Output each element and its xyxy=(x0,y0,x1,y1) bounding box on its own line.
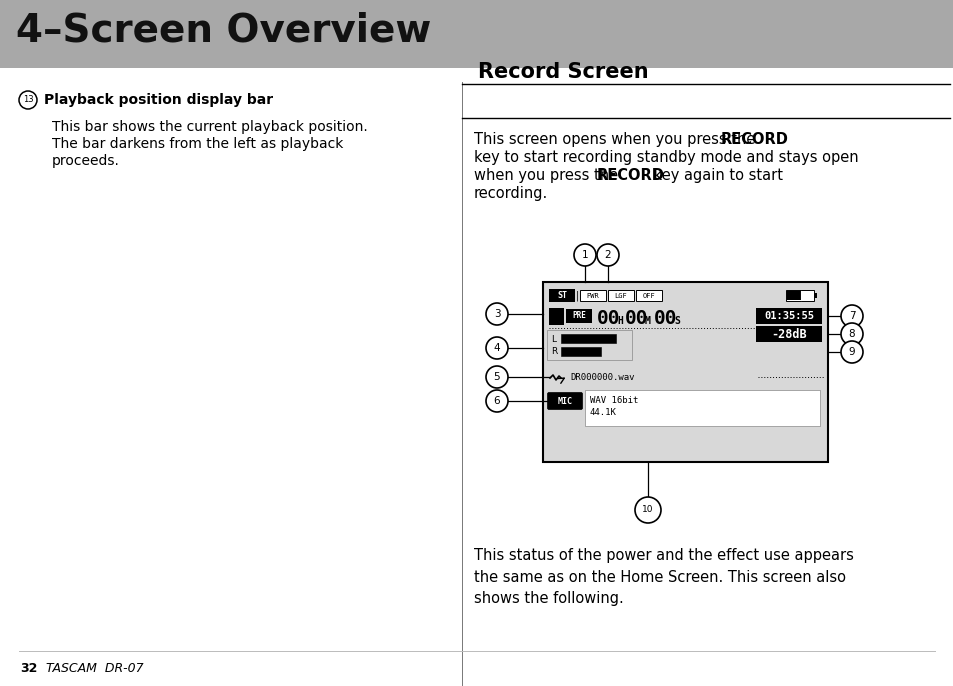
Bar xyxy=(560,347,600,356)
Text: This bar shows the current playback position.: This bar shows the current playback posi… xyxy=(52,120,367,134)
Text: key to start recording standby mode and stays open: key to start recording standby mode and … xyxy=(474,150,858,165)
Circle shape xyxy=(635,497,660,523)
Text: M: M xyxy=(644,316,650,326)
Text: 32: 32 xyxy=(20,661,37,674)
Bar xyxy=(785,290,813,301)
Text: PWR: PWR xyxy=(586,292,598,298)
Bar xyxy=(755,326,821,342)
Circle shape xyxy=(485,390,507,412)
Text: The bar darkens from the left as playback: The bar darkens from the left as playbac… xyxy=(52,137,343,151)
Bar xyxy=(755,308,821,324)
Bar xyxy=(813,293,816,298)
Text: 1: 1 xyxy=(581,250,588,260)
Text: 4: 4 xyxy=(493,343,499,353)
Text: 3: 3 xyxy=(493,309,499,319)
Text: TASCAM  DR-07: TASCAM DR-07 xyxy=(46,661,144,674)
Text: key again to start: key again to start xyxy=(648,168,782,183)
Text: 13: 13 xyxy=(23,95,33,104)
Circle shape xyxy=(597,244,618,266)
Text: |: | xyxy=(575,290,578,300)
Text: 01:35:55: 01:35:55 xyxy=(763,311,813,321)
Text: LGF: LGF xyxy=(614,292,627,298)
Text: 4–Screen Overview: 4–Screen Overview xyxy=(16,12,431,50)
Text: H: H xyxy=(617,316,622,326)
Circle shape xyxy=(841,305,862,327)
Text: 00: 00 xyxy=(597,309,619,328)
Text: OFF: OFF xyxy=(642,292,655,298)
Circle shape xyxy=(485,366,507,388)
Bar xyxy=(565,309,592,323)
Text: PRE: PRE xyxy=(572,311,585,320)
Text: ST: ST xyxy=(557,291,566,300)
Text: 00: 00 xyxy=(654,309,677,328)
Bar xyxy=(0,0,953,68)
Text: 7: 7 xyxy=(848,311,855,321)
Text: recording.: recording. xyxy=(474,186,548,201)
Text: RECORD: RECORD xyxy=(720,132,788,147)
Circle shape xyxy=(841,341,862,363)
Text: 00: 00 xyxy=(624,309,648,328)
Text: 9: 9 xyxy=(848,347,855,357)
Text: This status of the power and the effect use appears
the same as on the Home Scre: This status of the power and the effect … xyxy=(474,548,853,606)
Bar xyxy=(548,308,563,325)
Text: 2: 2 xyxy=(604,250,611,260)
Text: Playback position display bar: Playback position display bar xyxy=(44,93,273,107)
Text: DR000000.wav: DR000000.wav xyxy=(569,372,634,381)
FancyBboxPatch shape xyxy=(547,392,582,410)
Text: -28dB: -28dB xyxy=(770,327,806,340)
Text: 10: 10 xyxy=(641,506,653,514)
Text: This screen opens when you press the: This screen opens when you press the xyxy=(474,132,760,147)
Bar xyxy=(560,334,616,343)
Text: RECORD: RECORD xyxy=(597,168,664,183)
Text: R: R xyxy=(551,348,557,357)
Text: Record Screen: Record Screen xyxy=(477,62,648,82)
Bar xyxy=(607,290,634,301)
Text: WAV 16bit: WAV 16bit xyxy=(589,396,638,405)
Text: MIC: MIC xyxy=(557,397,572,405)
Bar xyxy=(786,291,801,300)
Text: proceeds.: proceeds. xyxy=(52,154,120,168)
Bar xyxy=(546,330,631,360)
Text: 5: 5 xyxy=(493,372,499,382)
Text: L: L xyxy=(551,335,556,344)
Circle shape xyxy=(841,323,862,345)
Circle shape xyxy=(485,303,507,325)
Text: 6: 6 xyxy=(493,396,499,406)
Bar xyxy=(584,390,820,426)
Circle shape xyxy=(485,337,507,359)
Text: when you press the: when you press the xyxy=(474,168,622,183)
Text: 8: 8 xyxy=(848,329,855,339)
Circle shape xyxy=(574,244,596,266)
Bar xyxy=(548,289,575,302)
Bar xyxy=(579,290,605,301)
Bar xyxy=(636,290,661,301)
Bar xyxy=(542,282,827,462)
Text: 44.1K: 44.1K xyxy=(589,408,617,417)
Text: S: S xyxy=(673,316,679,326)
